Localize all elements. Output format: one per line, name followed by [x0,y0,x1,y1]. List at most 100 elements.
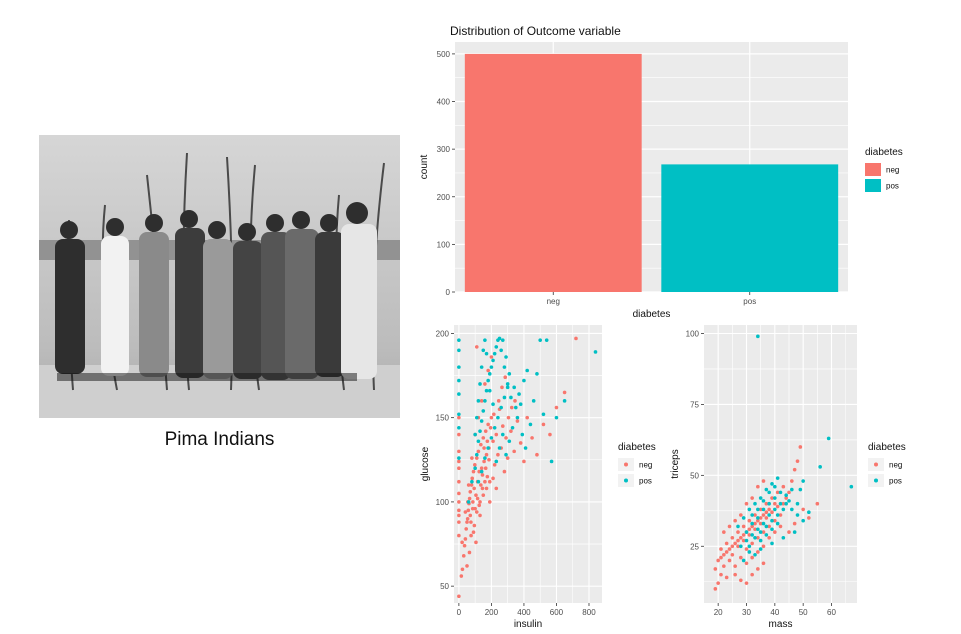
point-pos [758,530,763,534]
point-neg [741,533,746,537]
point-neg [487,457,491,462]
x-tick-label: 600 [550,608,564,617]
point-pos [758,547,763,551]
point-neg [727,547,732,551]
point-neg [724,541,729,546]
point-pos [775,521,780,526]
point-neg [474,456,479,460]
point-pos [457,348,461,353]
point-neg [750,555,754,560]
point-neg [491,439,495,444]
point-neg [744,547,749,551]
point-neg [713,567,718,571]
point-pos [741,558,746,563]
point-pos [478,382,482,386]
point-neg [464,527,468,531]
point-neg [758,507,763,512]
point-pos [818,465,822,469]
point-pos [505,382,510,386]
point-neg [530,436,534,440]
point-pos [496,415,500,420]
point-pos [764,487,769,492]
point-neg [496,399,501,403]
point-pos [795,501,800,506]
point-neg [483,429,488,433]
y-axis-title: glucose [420,446,431,481]
point-pos [510,425,515,430]
x-tick-label: 20 [714,608,723,617]
point-pos [484,351,489,356]
point-pos [775,476,780,480]
point-neg [484,486,489,491]
point-pos [499,405,503,410]
point-neg [480,473,485,477]
point-neg [778,513,783,517]
point-neg [773,518,777,523]
x-axis-title: insulin [514,619,542,630]
point-pos [457,412,461,417]
point-pos [544,338,549,342]
point-neg [477,503,482,508]
point-neg [474,493,478,497]
legend-label-neg: neg [889,461,902,470]
point-neg [457,459,461,464]
point-pos [764,524,769,529]
point-neg [461,554,466,558]
point-neg [722,564,726,568]
point-neg [798,445,803,449]
point-neg [719,555,723,560]
point-neg [462,543,467,548]
point-neg [790,479,794,483]
point-pos [479,419,484,423]
y-tick-label: 100 [437,240,451,249]
point-neg [727,524,732,529]
point-pos [492,351,497,356]
legend-key-pos [874,478,878,483]
point-neg [518,441,523,445]
point-neg [750,524,754,529]
point-neg [515,419,520,423]
point-neg [730,552,735,557]
point-pos [487,372,492,376]
point-pos [518,402,523,406]
y-tick-label: 25 [690,542,699,551]
point-pos [457,378,461,383]
y-tick-label: 50 [440,582,449,591]
bar-neg [464,53,642,293]
point-neg [574,336,578,341]
point-pos [784,501,788,506]
point-pos [489,365,494,369]
point-pos [522,378,526,383]
point-pos [504,355,508,359]
point-neg [761,530,766,534]
point-neg [469,483,474,487]
point-neg [457,594,461,599]
legend-label-pos: pos [886,182,899,191]
point-neg [716,581,720,585]
point-neg [471,530,476,535]
point-neg [719,572,723,577]
point-neg [487,479,492,484]
point-neg [500,424,505,428]
point-neg [484,452,489,457]
point-pos [476,399,481,403]
point-pos [795,513,800,517]
point-pos [758,496,763,500]
point-neg [479,442,483,447]
point-neg [764,516,769,520]
point-pos [483,338,487,342]
point-neg [483,479,487,484]
point-neg [756,518,760,523]
plot-panel [704,325,857,603]
point-neg [460,540,464,545]
point-neg [753,521,757,526]
point-neg [761,544,766,549]
point-neg [478,513,482,518]
point-pos [514,405,518,410]
point-pos [770,541,774,546]
point-pos [767,501,771,506]
point-neg [815,501,820,506]
point-pos [784,493,788,498]
point-neg [744,501,749,506]
legend-title: diabetes [865,147,903,158]
